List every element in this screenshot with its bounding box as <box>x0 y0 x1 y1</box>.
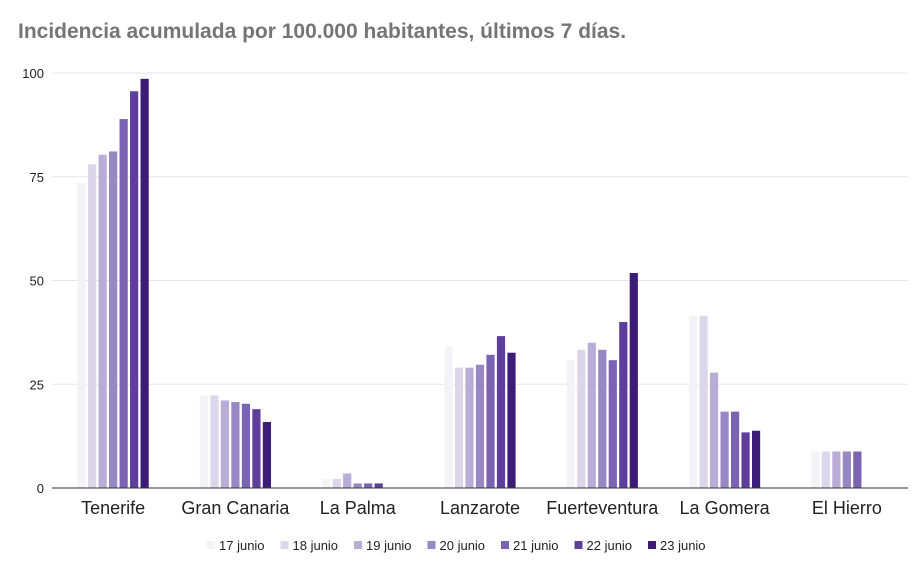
chart-title: Incidencia acumulada por 100.000 habitan… <box>18 20 627 43</box>
bar <box>811 451 820 488</box>
x-category-label: La Palma <box>320 498 397 518</box>
legend-swatch <box>354 541 362 549</box>
legend-label: 20 junio <box>440 538 486 553</box>
bar <box>475 364 485 488</box>
bar <box>454 367 464 488</box>
bar <box>343 473 352 488</box>
legend: 17 junio 18 junio 19 junio 20 junio 21 junio… <box>207 538 706 553</box>
legend-label: 23 junio <box>660 538 706 553</box>
bar <box>566 360 575 488</box>
bar <box>577 349 586 488</box>
axis-labels: 0 25 50 75 100 Tenerife Gran Canaria La Palma La… <box>22 66 882 518</box>
bar <box>751 430 761 488</box>
y-tick-label: 25 <box>30 377 44 392</box>
bar <box>688 315 698 488</box>
legend-swatch <box>280 541 289 549</box>
bar <box>832 451 841 488</box>
bar <box>374 483 383 488</box>
bar <box>353 483 362 488</box>
bar <box>140 78 149 488</box>
x-category-label: Fuerteventura <box>546 498 659 518</box>
bar <box>77 182 86 489</box>
bar <box>629 273 638 488</box>
y-tick-label: 75 <box>30 170 44 185</box>
bar <box>598 349 607 488</box>
bar <box>507 352 516 488</box>
x-category-label: La Gomera <box>680 498 771 518</box>
bar <box>332 478 341 488</box>
legend-label: 17 junio <box>219 538 265 553</box>
bar <box>88 164 97 489</box>
grid-lines <box>52 72 908 385</box>
bar <box>98 154 107 488</box>
legend-label: 21 junio <box>513 538 559 553</box>
bar <box>252 409 261 488</box>
x-category-label: Gran Canaria <box>181 498 290 518</box>
legend-swatch <box>574 541 583 549</box>
legend-swatch <box>427 541 436 549</box>
bar <box>262 422 272 488</box>
bar <box>130 91 139 488</box>
bar <box>210 395 219 488</box>
x-category-label: El Hierro <box>812 498 882 518</box>
legend-label: 22 junio <box>587 538 633 553</box>
y-tick-label: 50 <box>30 274 44 289</box>
y-tick-label: 0 <box>37 481 44 496</box>
bar <box>587 342 596 488</box>
bar <box>220 400 230 488</box>
bar <box>486 354 495 488</box>
legend-swatch <box>207 541 215 549</box>
bar <box>465 367 474 488</box>
legend-label: 19 junio <box>366 538 412 553</box>
bar <box>741 432 750 488</box>
bar <box>241 403 251 488</box>
bar <box>322 478 331 488</box>
bar <box>231 402 240 488</box>
bar <box>709 372 719 488</box>
bar <box>720 411 729 488</box>
y-tick-label: 100 <box>22 66 44 81</box>
bar <box>853 451 862 488</box>
bar <box>842 451 851 488</box>
bar <box>109 151 118 488</box>
x-category-label: Tenerife <box>81 498 145 518</box>
x-category-label: Lanzarote <box>440 498 520 518</box>
legend-label: 18 junio <box>293 538 339 553</box>
bar <box>608 360 617 488</box>
bar <box>119 119 128 488</box>
legend-swatch <box>501 541 509 549</box>
bar <box>699 315 708 488</box>
bar <box>199 395 209 488</box>
bars <box>77 78 862 489</box>
bar <box>496 336 506 488</box>
legend-swatch <box>648 541 656 549</box>
bar <box>730 411 740 488</box>
bar <box>619 322 628 488</box>
bar <box>364 483 373 488</box>
bar <box>821 451 830 488</box>
bar <box>444 346 453 488</box>
